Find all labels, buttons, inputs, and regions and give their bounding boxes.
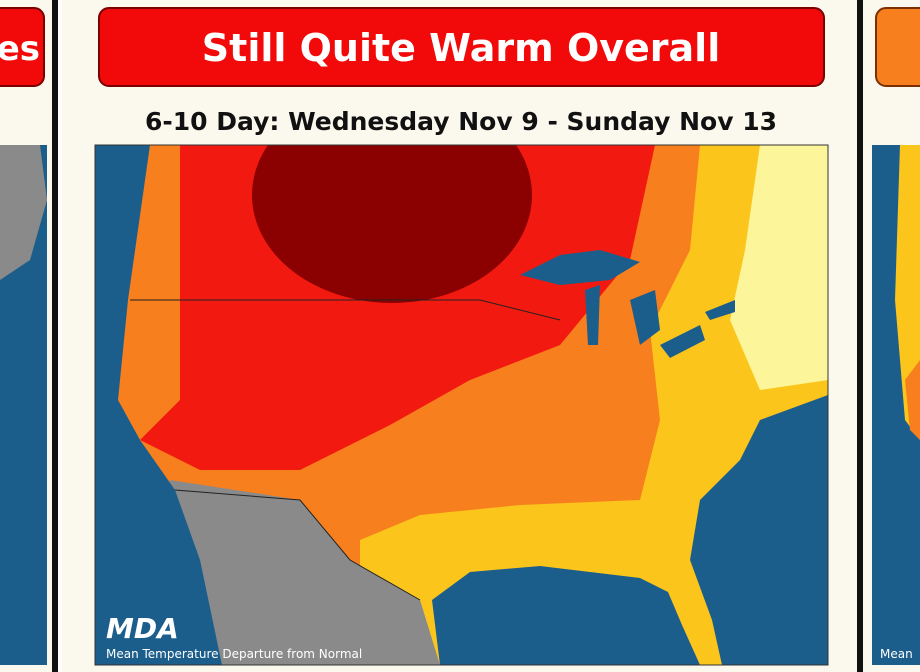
separator <box>857 0 863 672</box>
right-panel: Mean <box>863 0 920 672</box>
left-panel: es <box>0 0 58 672</box>
panel-subtitle: 6-10 Day: Wednesday Nov 9 - Sunday Nov 1… <box>145 107 777 136</box>
map <box>0 145 47 665</box>
title-bar <box>875 7 920 87</box>
panel-title: es <box>0 29 40 69</box>
logo: MDA <box>106 612 179 645</box>
center-panel: Still Quite Warm Overall 6-10 Day: Wedne… <box>62 0 863 672</box>
map-caption: Mean <box>880 647 913 661</box>
map <box>872 145 920 665</box>
map-caption: Mean Temperature Departure from Normal <box>106 647 362 661</box>
panel-title: Still Quite Warm Overall <box>202 26 720 70</box>
title-bar <box>0 7 45 87</box>
title-bar <box>98 7 825 87</box>
map <box>95 145 828 665</box>
separator <box>52 0 58 672</box>
